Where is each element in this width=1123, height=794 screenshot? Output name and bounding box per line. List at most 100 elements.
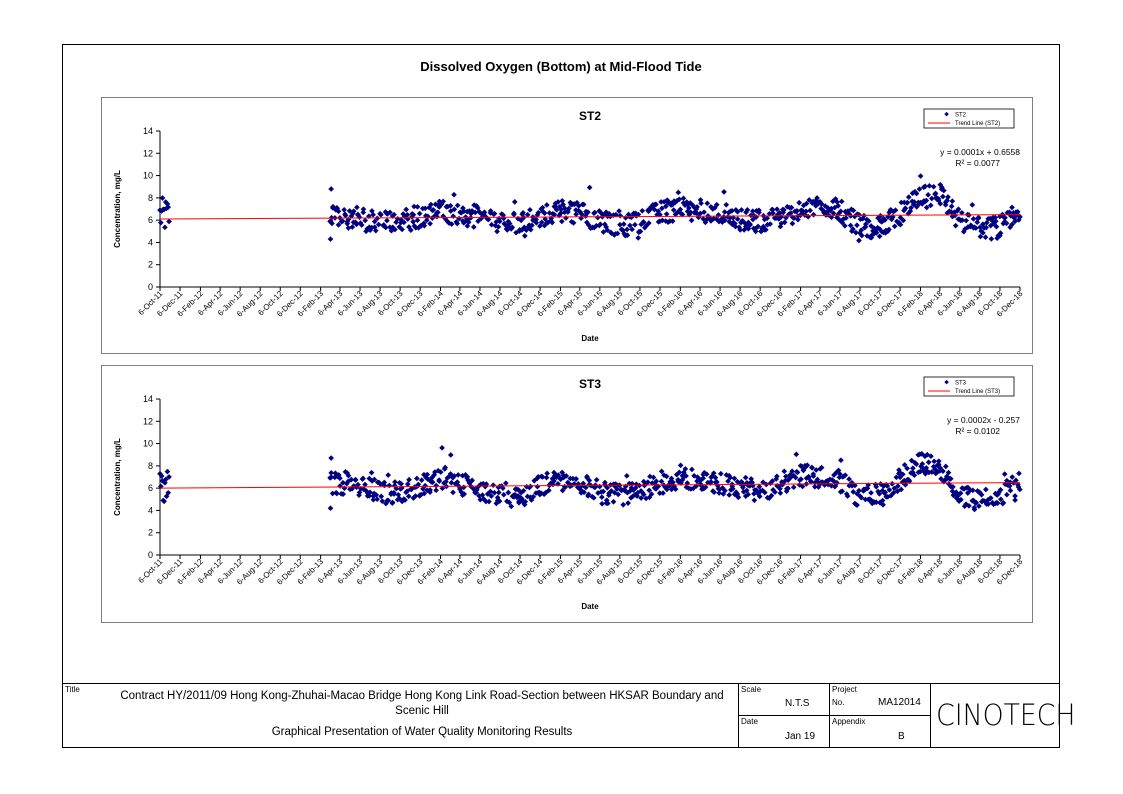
data-point (404, 212, 411, 218)
data-point (818, 464, 825, 471)
data-point (838, 198, 845, 205)
data-point (509, 224, 516, 231)
data-point (623, 473, 630, 479)
data-point (897, 221, 904, 228)
title-block-title-cell: Title Contract HY/2011/09 Hong Kong-Zhuh… (63, 684, 739, 748)
data-point (469, 477, 475, 484)
trend-line (159, 214, 1021, 220)
data-point (985, 501, 992, 507)
data-point (328, 474, 335, 481)
data-point (865, 218, 872, 224)
data-point (538, 219, 545, 226)
date-label: Date (741, 717, 758, 726)
trend-equation: y = 0.0002x - 0.257 (947, 415, 1020, 425)
data-point (917, 173, 924, 179)
data-point (890, 490, 897, 496)
data-point (599, 500, 605, 507)
data-point (756, 483, 763, 490)
data-point (735, 494, 742, 501)
project-label: Project (832, 685, 857, 694)
data-point (726, 492, 733, 498)
data-point (904, 200, 910, 206)
data-point (378, 211, 384, 218)
data-point (381, 479, 388, 486)
data-point (1002, 214, 1008, 221)
data-point (807, 478, 814, 484)
data-point (958, 496, 964, 503)
data-point (879, 497, 886, 504)
data-point (843, 215, 849, 221)
data-point (495, 489, 502, 496)
y-tick-label: 10 (143, 171, 153, 181)
data-point (414, 203, 421, 210)
data-point (975, 215, 982, 222)
data-point (493, 219, 500, 225)
data-point (751, 497, 758, 504)
data-point (677, 462, 684, 469)
data-point (374, 496, 380, 503)
data-point (450, 213, 457, 220)
data-point (818, 201, 825, 207)
data-point (808, 464, 815, 471)
data-point (581, 489, 587, 496)
data-point (346, 208, 353, 214)
data-point (1000, 500, 1007, 506)
data-point (970, 487, 976, 494)
drawing-frame: Dissolved Oxygen (Bottom) at Mid-Flood T… (62, 44, 1075, 748)
data-point (656, 490, 663, 496)
chart-st2: ST2 0 2 4 6 8 10 12 14 6-Oct-11 6-Dec-11 6-Feb-12 6-… (101, 97, 1033, 354)
data-point (795, 216, 801, 223)
data-point (506, 220, 513, 227)
data-point (669, 218, 676, 224)
data-point (370, 211, 376, 218)
data-point (1017, 214, 1023, 220)
data-point (922, 183, 929, 190)
data-point (349, 224, 356, 230)
date-cell: Date Jan 19 (739, 716, 830, 748)
data-point (558, 218, 565, 225)
data-point (624, 232, 631, 239)
data-point (616, 208, 622, 214)
data-point (401, 219, 407, 226)
data-point (522, 498, 529, 505)
data-point (450, 489, 456, 496)
data-point (846, 476, 852, 482)
data-point (448, 221, 455, 227)
data-point (942, 201, 949, 208)
data-point (794, 469, 801, 476)
data-point (770, 210, 776, 217)
trend-line (159, 482, 1021, 489)
data-point (898, 486, 905, 493)
data-point (610, 498, 617, 505)
data-point (511, 210, 517, 217)
data-point (389, 500, 396, 506)
data-point (539, 204, 546, 211)
data-point (345, 225, 352, 231)
data-point (766, 210, 773, 217)
data-point (430, 207, 437, 213)
data-point (502, 480, 509, 486)
data-point (534, 483, 541, 490)
data-point (891, 485, 898, 492)
data-point (573, 476, 579, 483)
data-point (900, 217, 907, 224)
data-point (352, 476, 359, 483)
data-point (957, 490, 964, 497)
data-point (694, 204, 700, 210)
data-point (653, 201, 659, 208)
data-point (850, 488, 857, 495)
data-point (937, 200, 944, 207)
data-point (543, 474, 550, 481)
data-point (847, 222, 854, 229)
data-point (334, 490, 340, 497)
data-point (385, 472, 392, 478)
data-point (1003, 220, 1010, 227)
data-point (448, 479, 455, 486)
data-point (490, 482, 497, 489)
data-point (410, 218, 416, 225)
data-point (411, 203, 417, 210)
data-point (672, 486, 679, 492)
data-point (835, 202, 841, 209)
data-point (868, 490, 874, 496)
data-point (551, 478, 557, 484)
